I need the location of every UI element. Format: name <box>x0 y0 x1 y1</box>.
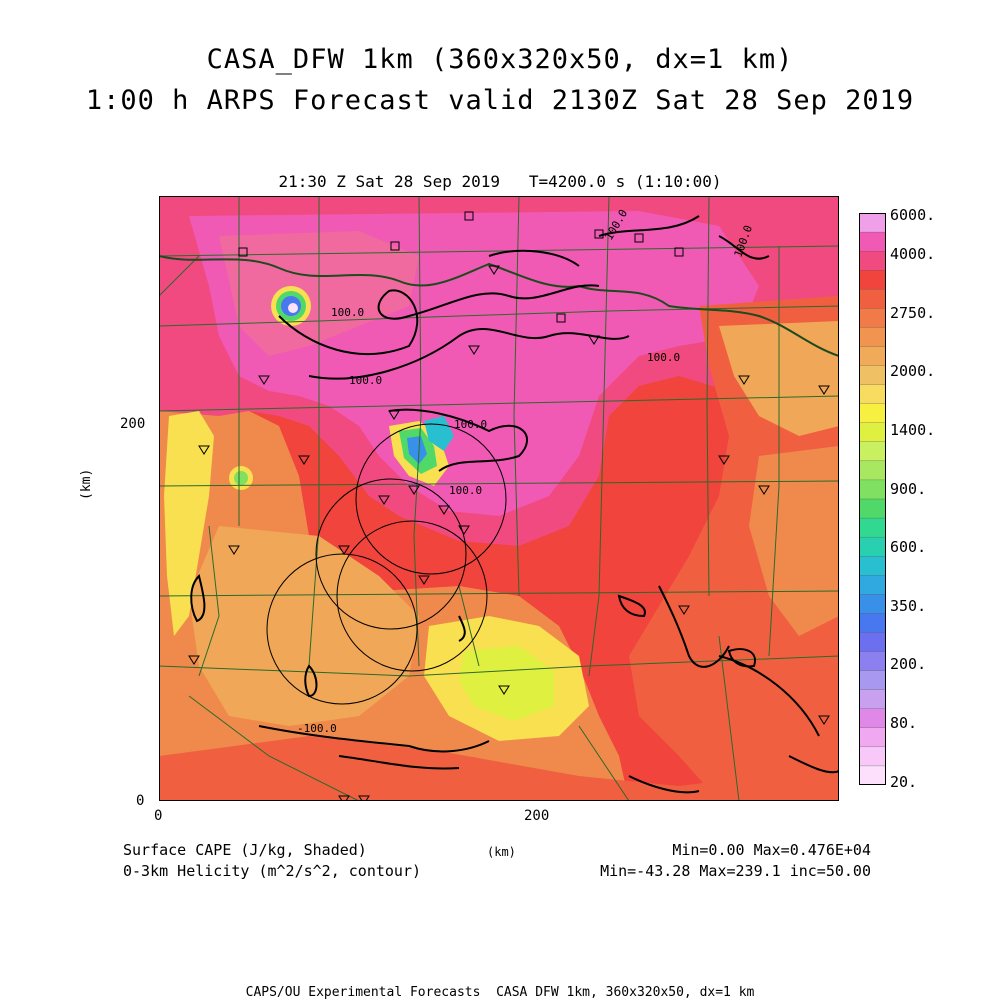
radar-ring-2 <box>315 478 467 630</box>
colorbar-swatch <box>859 289 886 309</box>
colorbar-swatch <box>859 727 886 748</box>
colorbar-swatch <box>859 670 886 691</box>
contour-label: 100.0 <box>454 418 487 431</box>
colorbar-swatch <box>859 613 886 634</box>
contour-label: 100.0 <box>331 306 364 319</box>
colorbar-swatch <box>859 556 886 576</box>
colorbar-swatch <box>859 422 886 443</box>
colorbar-swatch <box>859 460 886 481</box>
colorbar-label: 20. <box>890 773 918 791</box>
colorbar-swatch <box>859 689 886 710</box>
colorbar-swatch <box>859 517 886 538</box>
y-tick-200: 200 <box>120 416 146 432</box>
colorbar-label: 6000. <box>890 206 936 224</box>
colorbar-label: 900. <box>890 480 927 498</box>
station-markers <box>188 211 830 801</box>
colorbar-swatch <box>859 575 886 595</box>
cape-shade-south-lime <box>459 646 554 721</box>
colorbar-swatch <box>859 365 886 386</box>
colorbar-label: 1400. <box>890 421 936 439</box>
colorbar-swatch <box>859 270 886 290</box>
colorbar-swatch <box>859 765 886 785</box>
colorbar-label: 2000. <box>890 362 936 380</box>
colorbar-swatch <box>859 632 886 653</box>
cape-shade-sw-light <box>189 526 419 726</box>
cape-shade-south-band <box>159 736 839 801</box>
title-line-1: CASA_DFW 1km (360x320x50, dx=1 km) <box>206 44 794 75</box>
credit-footer: CAPS/OU Experimental Forecasts CASA DFW … <box>245 985 755 1000</box>
helicity-contours <box>190 215 839 794</box>
county-boundaries <box>159 196 839 801</box>
colorbar-label: 200. <box>890 655 927 673</box>
x-axis-label: (km) <box>487 845 516 859</box>
y-axis-label: (km) <box>79 468 94 500</box>
shaded-min-max: Min=0.00 Max=0.476E+04 <box>672 841 871 859</box>
colorbar-swatch <box>859 213 886 233</box>
x-tick-200: 200 <box>524 808 550 824</box>
storm-cell-nw <box>271 286 311 326</box>
colorbar-swatch <box>859 479 886 500</box>
colorbar-swatch <box>859 708 886 729</box>
cape-shade-west-yellow <box>164 411 214 636</box>
radar-ring-4 <box>266 553 418 705</box>
contour-label: 100.0 <box>349 374 382 387</box>
contour-min-max: Min=-43.28 Max=239.1 inc=50.00 <box>600 862 871 880</box>
colorbar-swatch <box>859 250 886 271</box>
colorbar-swatch <box>859 231 886 252</box>
contour-label: 100.0 <box>449 484 482 497</box>
cape-helicity-map: 100.0 100.0 100.0 100.0 100.0 100.0 -100… <box>159 196 839 801</box>
radar-ring-1 <box>355 423 507 575</box>
y-tick-0: 0 <box>136 793 145 809</box>
colorbar-swatch <box>859 536 886 557</box>
colorbar-swatch <box>859 441 886 462</box>
colorbar-label: 350. <box>890 597 927 615</box>
colorbar-swatch <box>859 384 886 405</box>
colorbar <box>859 213 886 785</box>
field-description-shaded: Surface CAPE (J/kg, Shaded) <box>123 841 367 859</box>
field-description-contour: 0-3km Helicity (m^2/s^2, contour) <box>123 862 422 880</box>
colorbar-label: 80. <box>890 714 918 732</box>
storm-cell-west <box>229 466 253 490</box>
radar-range-rings <box>266 423 507 705</box>
colorbar-label: 600. <box>890 538 927 556</box>
colorbar-swatch <box>859 498 886 519</box>
colorbar-swatch <box>859 651 886 672</box>
valid-time-subtitle: 21:30 Z Sat 28 Sep 2019 T=4200.0 s (1:10… <box>278 172 722 191</box>
x-tick-0: 0 <box>154 808 163 824</box>
cape-shade-east-orange <box>749 446 839 636</box>
map-frame <box>159 196 839 801</box>
colorbar-swatch <box>859 327 886 348</box>
colorbar-label: 4000. <box>890 245 936 263</box>
contour-label: 100.0 <box>647 351 680 364</box>
title-line-2: 1:00 h ARPS Forecast valid 2130Z Sat 28 … <box>85 85 915 116</box>
colorbar-swatch <box>859 308 886 329</box>
radar-ring-3 <box>336 520 488 672</box>
colorbar-swatch <box>859 403 886 424</box>
colorbar-swatch <box>859 594 886 615</box>
state-border <box>159 255 839 357</box>
colorbar-label: 2750. <box>890 304 936 322</box>
colorbar-swatch <box>859 746 886 767</box>
contour-label: -100.0 <box>297 722 337 735</box>
colorbar-swatch <box>859 346 886 367</box>
